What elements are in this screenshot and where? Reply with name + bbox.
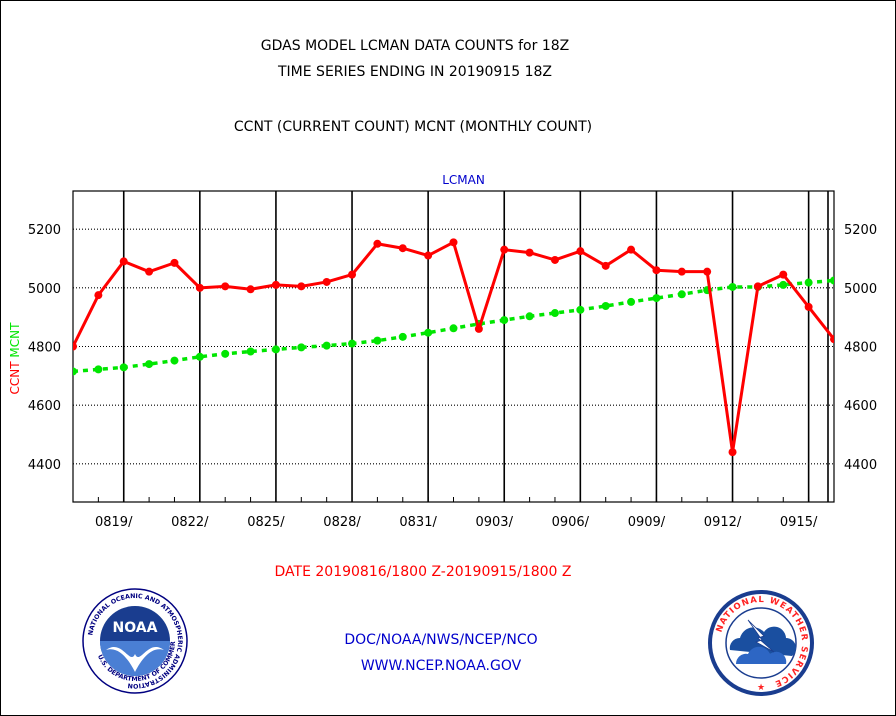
data-point-mcnt [119,363,128,372]
data-point-ccnt [500,245,509,254]
data-point-ccnt [525,248,534,257]
data-point-mcnt [550,309,559,318]
data-point-ccnt [195,283,204,292]
data-point-mcnt [500,316,509,325]
y-tick-label-right: 5000 [844,282,877,297]
y-tick-label-left: 4400 [28,458,61,473]
data-point-mcnt [94,365,103,374]
y-tick-label-left: 5000 [28,282,61,297]
x-tick-label: 0828/ [323,515,361,530]
data-point-ccnt [246,285,255,294]
data-point-ccnt [728,448,737,457]
data-point-mcnt [170,356,179,365]
noaa-logo-text: NOAA [113,620,158,636]
data-point-mcnt [221,349,230,358]
x-tick-label: 0903/ [475,515,513,530]
data-point-ccnt [297,282,306,291]
data-point-mcnt [728,282,737,291]
series-ccnt [73,238,834,457]
nws-star-icon: ★ [757,683,765,693]
x-tick-label: 0915/ [780,515,818,530]
y-tick-label-left: 4800 [28,341,61,356]
title-line-3: CCNT (CURRENT COUNT) MCNT (MONTHLY COUNT… [233,119,593,135]
data-point-ccnt [601,261,610,270]
x-tick-label: 0825/ [247,515,285,530]
y-tick-label-right: 4800 [844,341,877,356]
data-point-ccnt [449,238,458,247]
nws-logo: NATIONAL WEATHER SERVICE ★ [708,590,814,696]
data-point-mcnt [652,294,661,303]
data-point-mcnt [297,343,306,352]
y-tick-label-left: 4600 [28,399,61,414]
x-tick-label: 0906/ [552,515,590,530]
y-tick-label-right: 4400 [844,458,877,473]
data-point-ccnt [576,247,585,256]
x-tick-label: 0819/ [95,515,133,530]
x-tick-label: 0909/ [628,515,666,530]
title-line-1: GDAS MODEL LCMAN DATA COUNTS for 18Z [260,38,570,54]
data-point-ccnt [550,255,559,264]
y-axis-label-mcnt: MCNT [8,322,22,358]
data-point-mcnt [627,297,636,306]
data-point-mcnt [246,347,255,356]
data-point-ccnt [170,258,179,267]
date-range-label: DATE 20190816/1800 Z-20190915/1800 Z [274,564,572,580]
y-tick-label-right: 5200 [844,223,877,238]
data-point-mcnt [779,280,788,289]
data-point-ccnt [398,244,407,253]
data-point-ccnt [627,245,636,254]
data-point-mcnt [525,312,534,321]
noaa-logo: NOAA NATIONAL OCEANIC AND ATMOSPHERIC AD… [82,588,188,694]
data-point-mcnt [424,328,433,337]
data-point-mcnt [145,360,154,369]
y-tick-label-right: 4600 [844,399,877,414]
data-point-mcnt [322,341,331,350]
data-point-mcnt [830,276,834,285]
x-tick-label: 0831/ [399,515,437,530]
data-point-ccnt [424,251,433,260]
data-point-mcnt [195,352,204,361]
data-point-mcnt [373,336,382,345]
y-axis-label-ccnt: CCNT [8,358,22,395]
org-label: DOC/NOAA/NWS/NCEP/NCO [344,632,538,648]
data-point-ccnt [703,267,712,276]
data-point-ccnt [652,266,661,275]
data-point-mcnt [601,302,610,311]
data-point-ccnt [119,257,128,266]
data-point-mcnt [398,332,407,341]
data-point-ccnt [779,270,788,279]
data-point-ccnt [271,280,280,289]
website-label: WWW.NCEP.NOAA.GOV [360,658,522,674]
data-point-ccnt [753,282,762,291]
data-point-mcnt [449,324,458,333]
data-point-ccnt [94,291,103,300]
data-point-ccnt [73,342,77,351]
data-point-ccnt [804,302,813,311]
data-point-ccnt [373,239,382,248]
data-point-mcnt [271,345,280,354]
title-line-2: TIME SERIES ENDING IN 20190915 18Z [278,64,552,80]
x-tick-label: 0912/ [704,515,742,530]
data-point-ccnt [348,270,357,279]
data-point-mcnt [576,305,585,314]
chart-panel-title: LCMAN [442,173,485,187]
y-axis-label: CCNT MCNT [8,322,22,395]
y-tick-label-left: 5200 [28,223,61,238]
data-point-ccnt [221,282,230,291]
data-point-ccnt [830,335,834,344]
data-point-mcnt [348,339,357,348]
data-point-mcnt [677,290,686,299]
data-point-ccnt [677,267,686,276]
data-point-ccnt [322,277,331,286]
data-point-ccnt [474,324,483,333]
data-point-mcnt [804,278,813,287]
data-point-mcnt [73,367,77,376]
x-tick-label: 0822/ [171,515,209,530]
data-point-ccnt [145,267,154,276]
